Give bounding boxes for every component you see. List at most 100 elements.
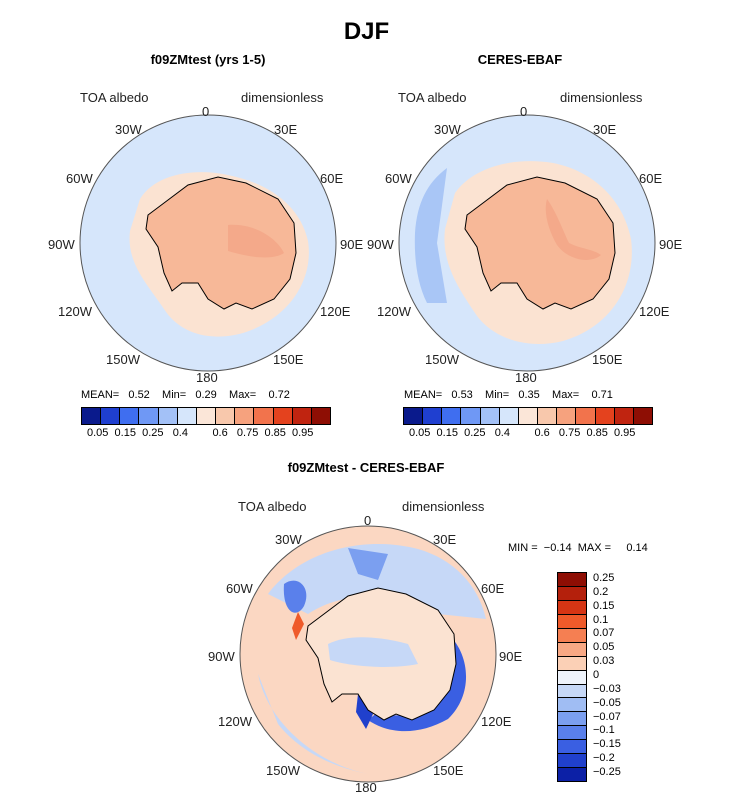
panel-1-lon-90e: 90E bbox=[340, 237, 364, 252]
season-title: DJF bbox=[343, 18, 390, 45]
panel-1-antarctica bbox=[145, 176, 297, 310]
panel-3-title: f09ZMtest - CERES-EBAF bbox=[287, 460, 445, 475]
colorbar-swatch bbox=[633, 408, 653, 424]
colorbar-swatch bbox=[499, 408, 519, 424]
panel-2-lon-60w: 60W bbox=[385, 171, 412, 186]
panel-2-lon-120w: 120W bbox=[377, 304, 411, 319]
colorbar-tick-label: 0.2 bbox=[593, 585, 609, 598]
panel-3-lon-30w: 30W bbox=[275, 532, 302, 547]
colorbar-swatch bbox=[518, 408, 539, 424]
colorbar-swatch bbox=[235, 408, 255, 424]
panel-3-colorbar bbox=[557, 572, 587, 782]
panel-3-lon-120e: 120E bbox=[481, 714, 512, 729]
panel-1-lon-180: 180 bbox=[196, 370, 218, 385]
colorbar-swatch bbox=[538, 408, 558, 424]
colorbar-tick-label: −0.1 bbox=[593, 724, 615, 737]
colorbar-swatch bbox=[423, 408, 443, 424]
panel-1-lon-150e: 150E bbox=[273, 352, 304, 367]
panel-3-map bbox=[239, 525, 497, 783]
panel-2-variable: TOA albedo bbox=[398, 90, 467, 105]
colorbar-swatch bbox=[254, 408, 274, 424]
panel-2-map bbox=[398, 114, 656, 372]
panel-3-lon-30e: 30E bbox=[433, 532, 457, 547]
colorbar-swatch bbox=[558, 754, 586, 769]
colorbar-swatch bbox=[273, 408, 293, 424]
colorbar-tick-label: 0.07 bbox=[593, 627, 615, 640]
panel-1-lon-30w: 30W bbox=[115, 122, 142, 137]
panel-1-title: f09ZMtest (yrs 1-5) bbox=[150, 52, 266, 67]
colorbar-swatch bbox=[558, 656, 586, 671]
panel-1-lon-90w: 90W bbox=[48, 237, 75, 252]
panel-3-lon-60w: 60W bbox=[226, 581, 253, 596]
colorbar-tick-label: 0.05 bbox=[593, 641, 615, 654]
colorbar-swatch bbox=[558, 740, 586, 755]
colorbar-tick-label: −0.2 bbox=[593, 752, 615, 765]
panel-1-units: dimensionless bbox=[241, 90, 324, 105]
panel-3-lon-60e: 60E bbox=[481, 581, 505, 596]
colorbar-swatch bbox=[177, 408, 197, 424]
colorbar-swatch bbox=[101, 408, 121, 424]
colorbar-swatch bbox=[595, 408, 615, 424]
panel-1-variable: TOA albedo bbox=[80, 90, 149, 105]
panel-3-colorbar-labels: 0.25 0.2 0.15 0.1 0.07 0.05 0.03 0 −0.03 −0.05 −0.… bbox=[593, 572, 653, 780]
panel-3-units: dimensionless bbox=[402, 499, 485, 514]
colorbar-tick-label: −0.15 bbox=[593, 738, 621, 751]
colorbar-swatch bbox=[480, 408, 500, 424]
panel-3-lon-180: 180 bbox=[355, 780, 377, 795]
panel-2-lon-30w: 30W bbox=[434, 122, 461, 137]
panel-3-lon-150e: 150E bbox=[433, 763, 464, 778]
panel-1-map bbox=[79, 114, 337, 372]
panel-1-lon-120w: 120W bbox=[58, 304, 92, 319]
colorbar-swatch bbox=[120, 408, 140, 424]
colorbar-swatch bbox=[557, 408, 577, 424]
panel-1-lon-60w: 60W bbox=[66, 171, 93, 186]
colorbar-swatch bbox=[558, 712, 586, 727]
colorbar-tick-label: 0.03 bbox=[593, 655, 615, 668]
colorbar-tick-label: −0.25 bbox=[593, 766, 621, 779]
colorbar-swatch bbox=[82, 408, 102, 424]
colorbar-swatch bbox=[558, 726, 586, 741]
colorbar-swatch bbox=[558, 628, 586, 643]
colorbar-swatch bbox=[139, 408, 159, 424]
colorbar-tick-label: −0.03 bbox=[593, 682, 621, 695]
panel-1-stats: MEAN= 0.52 Min= 0.29 Max= 0.72 bbox=[81, 389, 290, 401]
panel-2-title: CERES-EBAF bbox=[477, 52, 563, 67]
colorbar-swatch bbox=[558, 573, 586, 587]
colorbar-tick-label: 0.25 bbox=[593, 571, 615, 584]
colorbar-swatch bbox=[558, 600, 586, 615]
colorbar-tick-label: 0.1 bbox=[593, 613, 609, 626]
colorbar-swatch bbox=[558, 698, 586, 713]
panel-2-antarctica bbox=[464, 176, 616, 310]
colorbar-swatch bbox=[461, 408, 481, 424]
panel-3-variable: TOA albedo bbox=[238, 499, 307, 514]
panel-3-lon-90w: 90W bbox=[208, 649, 235, 664]
panel-2-stats: MEAN= 0.53 Min= 0.35 Max= 0.71 bbox=[404, 389, 613, 401]
panel-3-lon-150w: 150W bbox=[266, 763, 300, 778]
colorbar-tick-label: 0 bbox=[593, 669, 600, 681]
colorbar-swatch bbox=[558, 586, 586, 601]
colorbar-tick-label: −0.07 bbox=[593, 710, 621, 723]
colorbar-swatch bbox=[558, 684, 586, 699]
panel-2-lon-150w: 150W bbox=[425, 352, 459, 367]
panel-2-lon-120e: 120E bbox=[639, 304, 670, 319]
panel-1-colorbar bbox=[81, 407, 331, 425]
panel-2-colorbar bbox=[403, 407, 653, 425]
colorbar-tick-label: 0.15 bbox=[593, 599, 615, 612]
colorbar-swatch bbox=[311, 408, 331, 424]
colorbar-swatch bbox=[158, 408, 178, 424]
panel-1-lon-150w: 150W bbox=[106, 352, 140, 367]
panel-2-lon-60e: 60E bbox=[639, 171, 663, 186]
colorbar-tick-label: −0.05 bbox=[593, 696, 621, 709]
colorbar-swatch bbox=[292, 408, 312, 424]
panel-1-lon-0: 0 bbox=[202, 104, 210, 119]
panel-3-lon-120w: 120W bbox=[218, 714, 252, 729]
colorbar-swatch bbox=[404, 408, 424, 424]
panel-2-units: dimensionless bbox=[560, 90, 643, 105]
colorbar-swatch bbox=[196, 408, 217, 424]
colorbar-swatch bbox=[216, 408, 236, 424]
panel-2-lon-90w: 90W bbox=[367, 237, 394, 252]
colorbar-swatch bbox=[558, 670, 586, 685]
colorbar-swatch bbox=[558, 768, 586, 782]
colorbar-swatch bbox=[614, 408, 634, 424]
panel-1-lon-120e: 120E bbox=[320, 304, 351, 319]
